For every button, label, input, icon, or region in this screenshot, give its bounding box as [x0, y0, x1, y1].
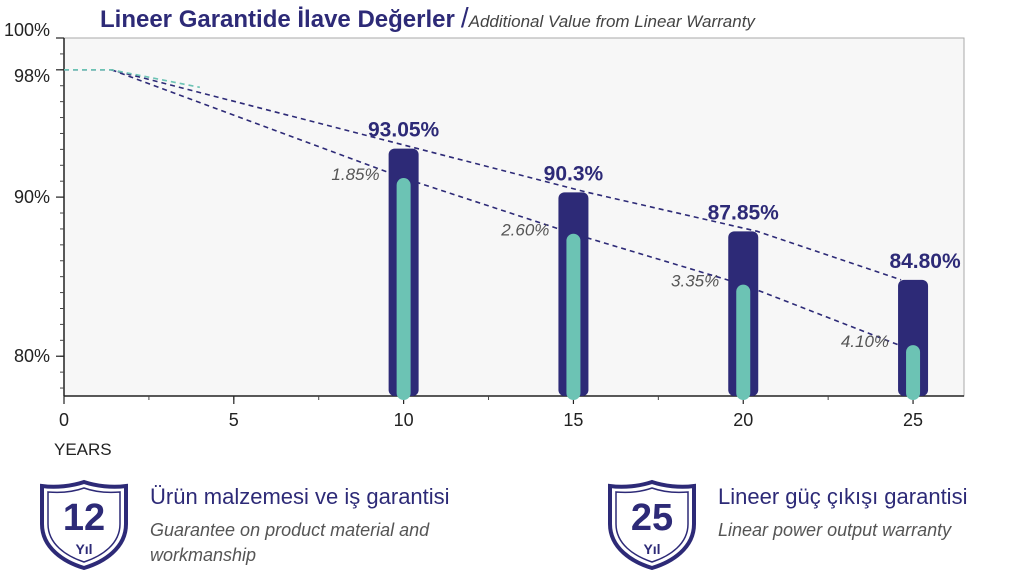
bar-standard-warranty: [736, 284, 751, 400]
feature-title-product: Ürün malzemesi ve iş garantisi: [150, 484, 450, 509]
x-tick-label: 15: [563, 410, 583, 430]
data-label-difference: 2.60%: [500, 221, 549, 240]
bar-standard-warranty: [566, 233, 581, 400]
warranty-years-number: 25: [631, 497, 673, 539]
data-label-linear: 90.3%: [544, 162, 604, 185]
y-tick-label: 98%: [14, 66, 50, 86]
data-label-linear: 84.80%: [889, 250, 961, 273]
title-main: Lineer Garantide İlave Değerler: [100, 6, 455, 33]
bar-linear-warranty: [898, 279, 929, 396]
feature-desc-product-line1: Guarantee on product material and: [150, 520, 430, 540]
x-tick-label: 5: [229, 410, 239, 430]
feature-desc-linear-power: Linear power output warranty: [718, 520, 952, 540]
title-separator: /: [460, 2, 469, 33]
data-label-linear: 87.85%: [708, 201, 780, 224]
data-label-difference: 4.10%: [841, 332, 889, 351]
line-start-segment: [64, 69, 201, 89]
x-tick-label: 0: [59, 410, 69, 430]
warranty-years-unit: Yıl: [75, 541, 92, 557]
y-tick-label: 80%: [14, 346, 50, 366]
warranty-years-number: 12: [63, 497, 105, 539]
x-tick-label: 10: [394, 410, 414, 430]
bar-standard-warranty: [906, 345, 921, 400]
x-tick-label: 25: [903, 410, 923, 430]
shield-icon: 25 Yıl: [608, 479, 696, 570]
data-label-difference: 1.85%: [331, 165, 379, 184]
x-axis-label: YEARS: [54, 440, 112, 459]
feature-title-linear-power: Lineer güç çıkışı garantisi: [718, 484, 968, 509]
shield-icon: 12 Yıl: [40, 479, 128, 570]
plot-area: [63, 37, 965, 397]
y-tick-label: 100%: [4, 20, 50, 40]
y-tick-label: 90%: [14, 187, 50, 207]
chart-title: Lineer Garantide İlave Değerler/Addition…: [100, 2, 755, 34]
feature-desc-product-line2: workmanship: [150, 545, 257, 565]
x-tick-label: 20: [733, 410, 753, 430]
data-label-difference: 3.35%: [671, 272, 719, 291]
warranty-chart: 0 5 10 15 20 25 100% 98% 90% 80% 93.05% 1.85% 90.3…: [4, 20, 965, 459]
title-sub: Additional Value from Linear Warranty: [468, 12, 755, 31]
data-label-linear: 93.05%: [368, 119, 440, 142]
warranty-years-unit: Yıl: [643, 541, 660, 557]
bar-standard-warranty: [396, 178, 411, 400]
